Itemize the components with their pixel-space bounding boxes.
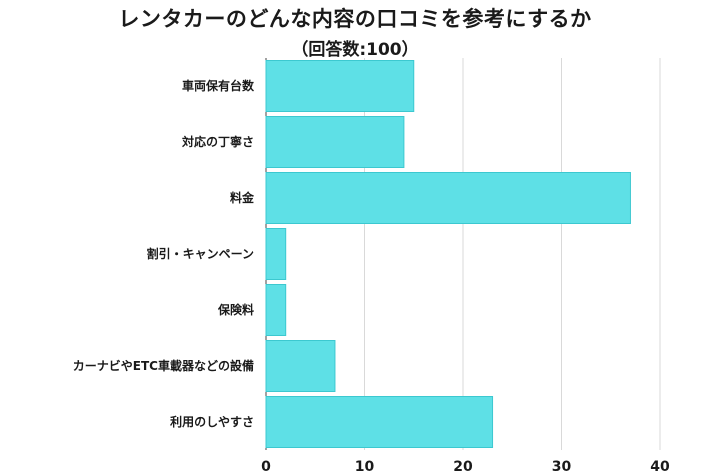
category-label-1: 車両保有台数 [182,78,255,93]
x-tick-label-30: 30 [552,459,572,474]
category-labels: 車両保有台数対応の丁寧さ料金割引・キャンペーン保険料カーナビやETC車載器などの… [73,78,255,429]
chart-title: レンタカーのどんな内容の口コミを参考にするか [118,7,592,31]
bar-2 [265,116,405,168]
category-label-4: 割引・キャンペーン [147,246,254,261]
bar-6 [265,340,336,392]
category-label-7: 利用のしやすさ [170,414,254,429]
bar-4 [265,228,287,280]
bar-3 [265,172,631,224]
x-tick-label-0: 0 [261,459,271,474]
x-tick-label-40: 40 [650,459,670,474]
x-tick-label-10: 10 [355,459,375,474]
x-tick-label-20: 20 [453,459,473,474]
bar-5 [265,284,287,336]
category-label-6: カーナビやETC車載器などの設備 [73,358,254,373]
bar-1 [265,60,415,112]
bar-7 [265,396,494,448]
category-label-2: 対応の丁寧さ [181,134,254,149]
category-label-3: 料金 [230,190,255,205]
x-axis-ticks: 0 10 20 30 40 [261,459,670,474]
chart-subtitle: （回答数:100） [291,40,419,60]
bars [265,60,631,448]
category-label-5: 保険料 [217,302,254,317]
